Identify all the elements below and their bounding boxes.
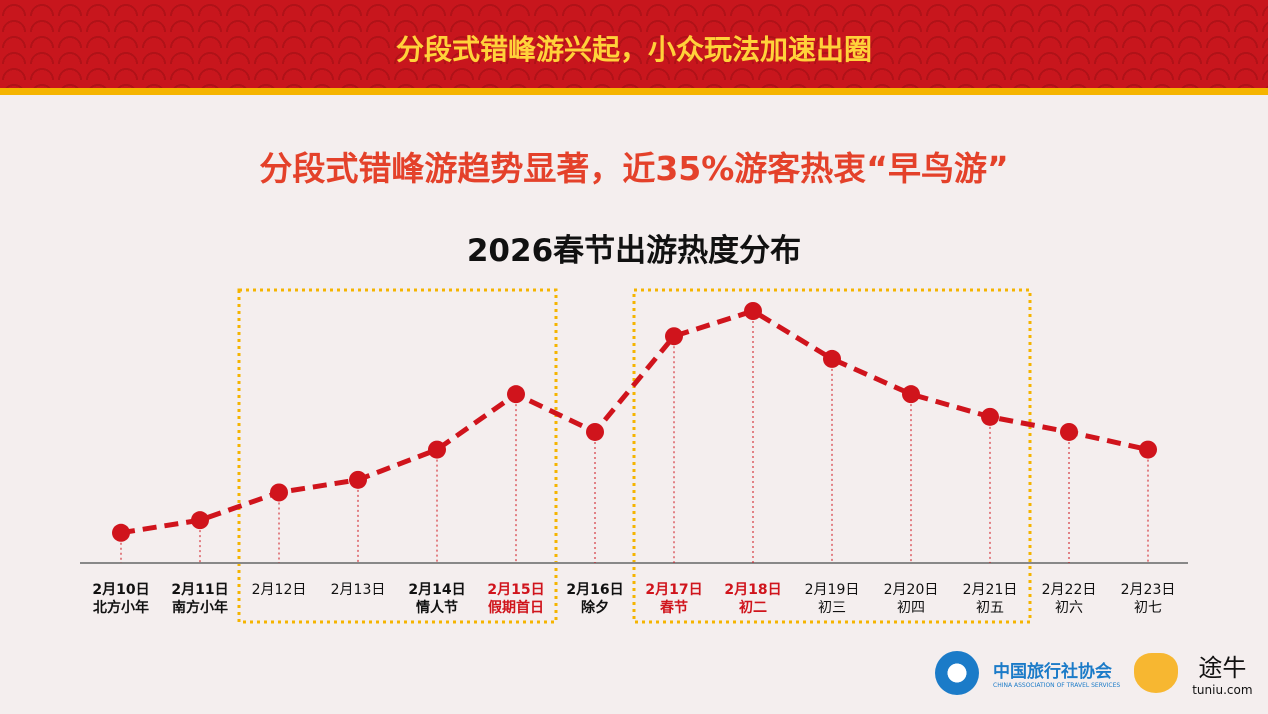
x-tick-label: 2月13日 (331, 582, 386, 598)
x-tick-note: 北方小年 (93, 599, 149, 616)
data-point (349, 470, 367, 489)
x-tick-label: 2月11日 (171, 582, 228, 598)
x-tick-label: 2月19日 (805, 582, 860, 598)
banner-title: 分段式错峰游兴起，小众玩法加速出圈 (395, 33, 872, 66)
data-point (902, 385, 920, 404)
data-point (1060, 422, 1078, 441)
data-point (428, 440, 446, 459)
x-tick-note: 初五 (976, 599, 1004, 616)
x-tick-label: 2月10日 (92, 582, 149, 598)
x-tick-note: 初四 (897, 599, 925, 616)
cats-name: 中国旅行社协会 (993, 661, 1112, 682)
data-point (270, 483, 288, 502)
highlight-box (632, 288, 1032, 624)
slide-subtitle: 分段式错峰游趋势显著，近35%游客热衷“早鸟游” (259, 149, 1009, 188)
x-tick-note: 初三 (818, 599, 846, 616)
data-point (112, 523, 130, 542)
x-tick-note: 南方小年 (172, 599, 228, 616)
logos: 中国旅行社协会 CHINA ASSOCIATION OF TRAVEL SERV… (935, 648, 1253, 697)
series-line (120, 308, 1149, 536)
data-point (981, 407, 999, 426)
banner-divider (0, 88, 1268, 95)
data-point (744, 302, 762, 320)
tuniu-name: 途牛 (1198, 654, 1247, 682)
cats-name-en: CHINA ASSOCIATION OF TRAVEL SERVICES (993, 681, 1121, 689)
tuniu-url: tuniu.com (1192, 683, 1253, 697)
x-tick-note: 初二 (739, 599, 767, 616)
x-tick-note: 初七 (1134, 599, 1162, 616)
x-tick-label: 2月20日 (884, 582, 939, 598)
x-tick-note: 春节 (659, 599, 688, 616)
data-point (507, 385, 525, 404)
x-tick-note: 情人节 (416, 599, 458, 616)
data-point (665, 327, 683, 346)
highlight-box (237, 288, 558, 624)
x-tick-label: 2月23日 (1121, 582, 1176, 598)
data-point (823, 349, 841, 368)
x-tick-label: 2月15日 (487, 582, 544, 598)
x-tick-label: 2月12日 (252, 582, 307, 598)
x-tick-label: 2月18日 (724, 582, 781, 598)
cats-logo-icon (935, 650, 979, 695)
x-tick-label: 2月21日 (963, 582, 1018, 598)
x-tick-note: 初六 (1055, 599, 1083, 616)
tuniu-cow-icon (1134, 652, 1179, 693)
data-point (191, 511, 209, 530)
data-point (1139, 440, 1157, 459)
chart-title: 2026春节出游热度分布 (466, 233, 802, 269)
x-tick-label: 2月22日 (1042, 582, 1097, 598)
data-point (586, 422, 604, 441)
x-tick-note: 假期首日 (488, 599, 544, 616)
header-banner (0, 0, 1268, 88)
x-tick-note: 除夕 (581, 599, 609, 616)
x-tick-label: 2月16日 (566, 582, 623, 598)
x-tick-label: 2月14日 (408, 582, 465, 598)
x-tick-label: 2月17日 (645, 582, 702, 598)
